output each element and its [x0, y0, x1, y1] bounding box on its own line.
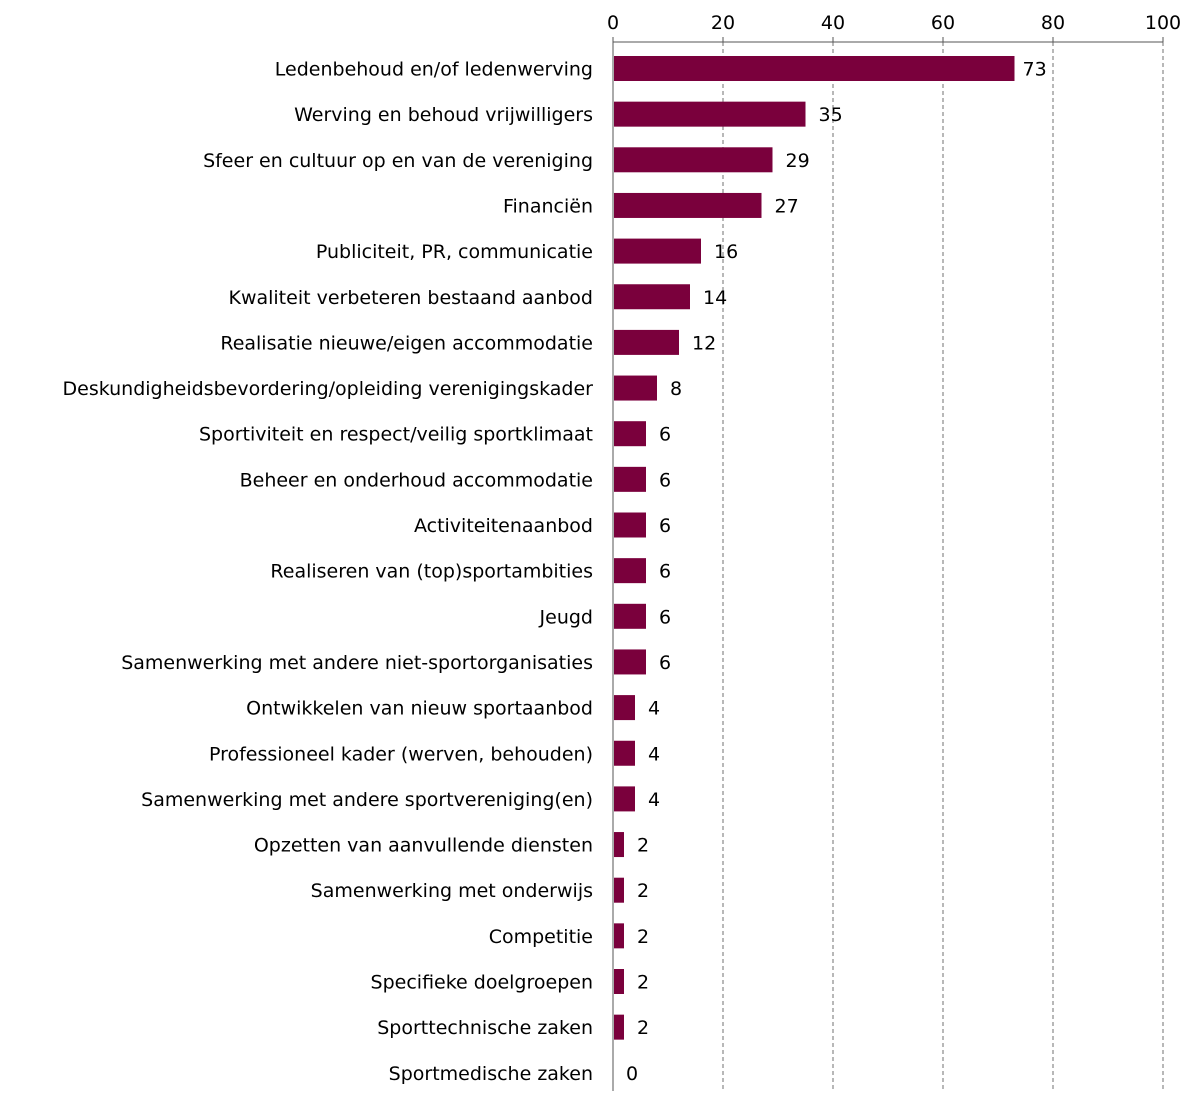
bar	[614, 969, 624, 994]
value-label: 14	[703, 287, 727, 309]
category-label: Activiteitenaanbod	[414, 515, 593, 537]
category-label: Competitie	[489, 926, 593, 948]
bar	[614, 603, 646, 629]
category-label: Ontwikkelen van nieuw sportaanbod	[246, 698, 593, 720]
value-label: 4	[648, 698, 660, 720]
bar	[614, 192, 762, 218]
value-label: 4	[648, 789, 660, 811]
bar	[614, 923, 624, 949]
bar	[614, 695, 635, 721]
tick-label-0: 0	[607, 12, 619, 34]
category-label: Jeugd	[539, 606, 593, 628]
category-label: Sporttechnische zaken	[377, 1017, 593, 1039]
value-label: 6	[659, 652, 671, 674]
category-label: Werving en behoud vrijwilligers	[294, 104, 593, 126]
value-label: 0	[626, 1063, 638, 1085]
category-label: Financiën	[503, 195, 593, 217]
category-label: Samenwerking met andere sportvereniging(…	[141, 789, 593, 811]
value-label: 2	[637, 880, 649, 902]
bar	[614, 329, 679, 355]
category-label: Beheer en onderhoud accommodatie	[240, 469, 593, 491]
bar	[614, 421, 646, 447]
bar	[614, 649, 646, 675]
bar	[614, 101, 806, 127]
category-label: Ledenbehoud en/of ledenwerving	[275, 59, 593, 81]
bar	[614, 238, 701, 264]
category-label: Deskundigheidsbevordering/opleiding vere…	[63, 378, 594, 400]
bar	[614, 558, 646, 584]
bar	[614, 1014, 624, 1040]
value-label: 2	[637, 972, 649, 994]
value-label: 4	[648, 743, 660, 765]
category-label: Sportiviteit en respect/veilig sportklim…	[199, 424, 593, 446]
bar	[614, 877, 624, 903]
category-label: Publiciteit, PR, communicatie	[316, 241, 593, 263]
value-label: 73	[1023, 59, 1047, 81]
bars	[614, 56, 1015, 1040]
bar	[614, 512, 646, 538]
bar	[614, 375, 657, 401]
category-label: Realiseren van (top)sportambities	[270, 561, 593, 583]
bar	[614, 740, 635, 766]
category-label: Sfeer en cultuur op en van de vereniging	[203, 150, 593, 172]
category-label: Realisatie nieuwe/eigen accommodatie	[220, 332, 593, 354]
value-label: 6	[659, 515, 671, 537]
value-labels: 73 35 29 27 16 14 12 8 6 6 6 6 6 6 4 4 4 2 2 2 2 2 0	[626, 59, 1047, 1085]
bar	[614, 147, 773, 173]
value-label: 16	[714, 241, 738, 263]
value-label: 2	[637, 1017, 649, 1039]
bar	[614, 786, 635, 812]
value-label: 2	[637, 835, 649, 857]
value-label: 6	[659, 606, 671, 628]
value-label: 6	[659, 424, 671, 446]
value-label: 8	[670, 378, 682, 400]
bar	[614, 284, 690, 310]
category-label: Samenwerking met andere niet-sportorgani…	[121, 652, 593, 674]
value-label: 27	[775, 195, 799, 217]
category-label: Specifieke doelgroepen	[371, 972, 593, 994]
category-label: Samenwerking met onderwijs	[311, 880, 593, 902]
category-label: Professioneel kader (werven, behouden)	[209, 743, 593, 765]
tick-label-60: 60	[931, 12, 955, 34]
value-label: 2	[637, 926, 649, 948]
value-label: 29	[786, 150, 810, 172]
bar	[614, 466, 646, 492]
value-label: 6	[659, 469, 671, 491]
bar	[614, 56, 1015, 81]
category-label: Opzetten van aanvullende diensten	[254, 835, 593, 857]
x-axis: 0 20 40 60 80 100	[607, 12, 1181, 1091]
tick-label-20: 20	[711, 12, 735, 34]
value-label: 12	[692, 332, 716, 354]
tick-label-100: 100	[1145, 12, 1181, 34]
category-labels: Ledenbehoud en/of ledenwerving Werving en…	[63, 59, 594, 1085]
category-label: Sportmedische zaken	[389, 1063, 593, 1085]
value-label: 6	[659, 561, 671, 583]
value-label: 35	[819, 104, 843, 126]
category-label: Kwaliteit verbeteren bestaand aanbod	[228, 287, 593, 309]
tick-label-80: 80	[1041, 12, 1065, 34]
tick-label-40: 40	[821, 12, 845, 34]
bar	[614, 832, 624, 858]
